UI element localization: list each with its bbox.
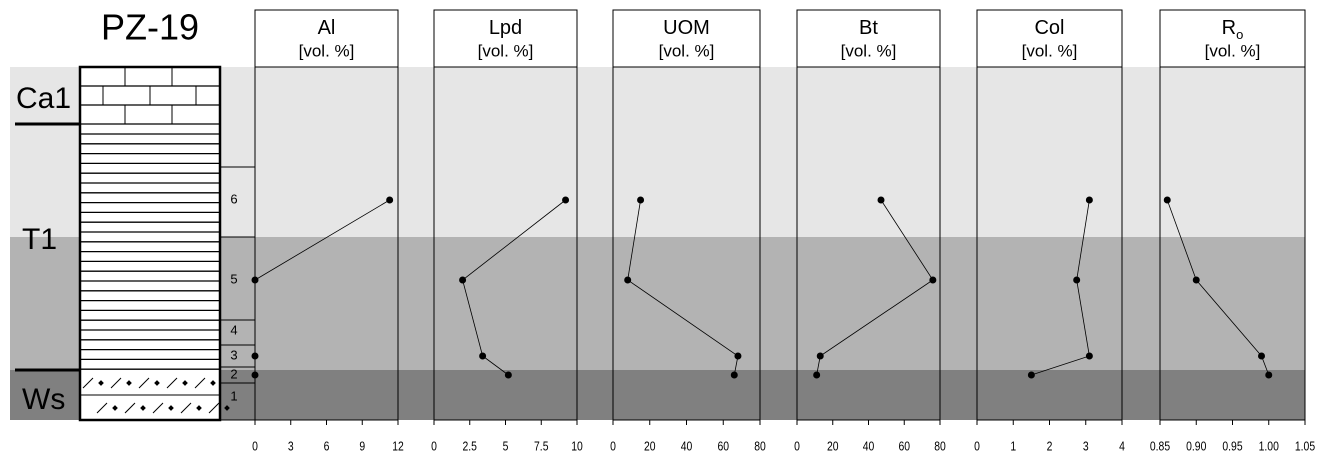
- panel-unit: [vol. %]: [1022, 41, 1078, 60]
- x-tick-label: 80: [934, 439, 946, 453]
- x-tick-label: 4: [1119, 439, 1125, 453]
- unit-label: T1: [22, 223, 57, 256]
- x-tick-label: 0: [794, 439, 800, 453]
- panel-header: UOM: [663, 17, 710, 39]
- panel-header: Lpd: [489, 17, 522, 39]
- sample-label: 3: [230, 347, 237, 362]
- data-point: [817, 353, 824, 360]
- data-point: [1258, 353, 1265, 360]
- x-tick-label: 1.00: [1259, 439, 1280, 453]
- chart: Al[vol. %]036912Lpd[vol. %]02.557.510UOM…: [0, 0, 1332, 460]
- data-point: [562, 197, 569, 204]
- panel-unit: [vol. %]: [299, 41, 355, 60]
- data-point: [1028, 372, 1035, 379]
- sample-label: 4: [230, 322, 237, 337]
- data-point: [1164, 197, 1171, 204]
- series-name-subscript: o: [1236, 27, 1243, 42]
- data-point: [878, 197, 885, 204]
- x-tick-label: 20: [827, 439, 839, 453]
- data-point: [505, 372, 512, 379]
- x-tick-label: 20: [644, 439, 656, 453]
- data-point: [1193, 277, 1200, 284]
- data-point: [734, 353, 741, 360]
- unit-label: Ws: [22, 383, 65, 416]
- x-tick-label: 1: [1010, 439, 1016, 453]
- data-point: [1265, 372, 1272, 379]
- x-tick-label: 0: [252, 439, 258, 453]
- series-name: UOM: [663, 17, 710, 39]
- data-point: [731, 372, 738, 379]
- x-tick-label: 2: [1047, 439, 1053, 453]
- x-tick-label: 0.95: [1222, 439, 1243, 453]
- panel-header: Bt: [859, 17, 878, 39]
- x-tick-label: 60: [898, 439, 910, 453]
- data-point: [252, 372, 259, 379]
- x-tick-label: 6: [324, 439, 330, 453]
- panel-header: Al: [318, 17, 336, 39]
- x-tick-label: 60: [717, 439, 729, 453]
- x-tick-label: 0: [974, 439, 980, 453]
- panel-unit: [vol. %]: [659, 41, 715, 60]
- data-point: [1086, 197, 1093, 204]
- x-tick-label: 0.90: [1186, 439, 1207, 453]
- x-tick-label: 80: [754, 439, 766, 453]
- x-tick-label: 10: [571, 439, 583, 453]
- series-name: Lpd: [489, 17, 522, 39]
- x-tick-label: 0: [431, 439, 437, 453]
- x-tick-label: 0: [610, 439, 616, 453]
- sample-label: 1: [230, 388, 237, 403]
- x-tick-label: 12: [392, 439, 404, 453]
- x-tick-label: 9: [359, 439, 365, 453]
- panel-unit: [vol. %]: [478, 41, 534, 60]
- data-point: [1086, 353, 1093, 360]
- panel-header: Col: [1034, 17, 1064, 39]
- data-point: [1073, 277, 1080, 284]
- chart-title: PZ-19: [101, 7, 199, 48]
- data-point: [813, 372, 820, 379]
- series-name: Col: [1034, 17, 1064, 39]
- data-point: [624, 277, 631, 284]
- litho-bg: [80, 67, 220, 420]
- x-tick-label: 0.85: [1150, 439, 1171, 453]
- series-name: Al: [318, 17, 336, 39]
- data-point: [459, 277, 466, 284]
- x-tick-label: 3: [1083, 439, 1089, 453]
- sample-label: 5: [230, 271, 237, 286]
- data-point: [479, 353, 486, 360]
- x-tick-label: 7.5: [534, 439, 549, 453]
- x-tick-label: 40: [863, 439, 875, 453]
- data-point: [386, 197, 393, 204]
- sample-label: 6: [230, 191, 237, 206]
- data-point: [637, 197, 644, 204]
- data-point: [252, 353, 259, 360]
- x-tick-label: 3: [288, 439, 294, 453]
- x-tick-label: 5: [503, 439, 509, 453]
- x-tick-label: 2.5: [463, 439, 478, 453]
- panel-unit: [vol. %]: [1205, 41, 1261, 60]
- x-tick-label: 40: [681, 439, 693, 453]
- sample-label: 2: [230, 366, 237, 381]
- data-point: [929, 277, 936, 284]
- unit-label: Ca1: [16, 82, 71, 115]
- lithology-column: [80, 67, 230, 420]
- data-point: [252, 277, 259, 284]
- panel-unit: [vol. %]: [841, 41, 897, 60]
- series-name: R: [1222, 17, 1236, 39]
- x-tick-label: 1.05: [1295, 439, 1316, 453]
- series-name: Bt: [859, 17, 878, 39]
